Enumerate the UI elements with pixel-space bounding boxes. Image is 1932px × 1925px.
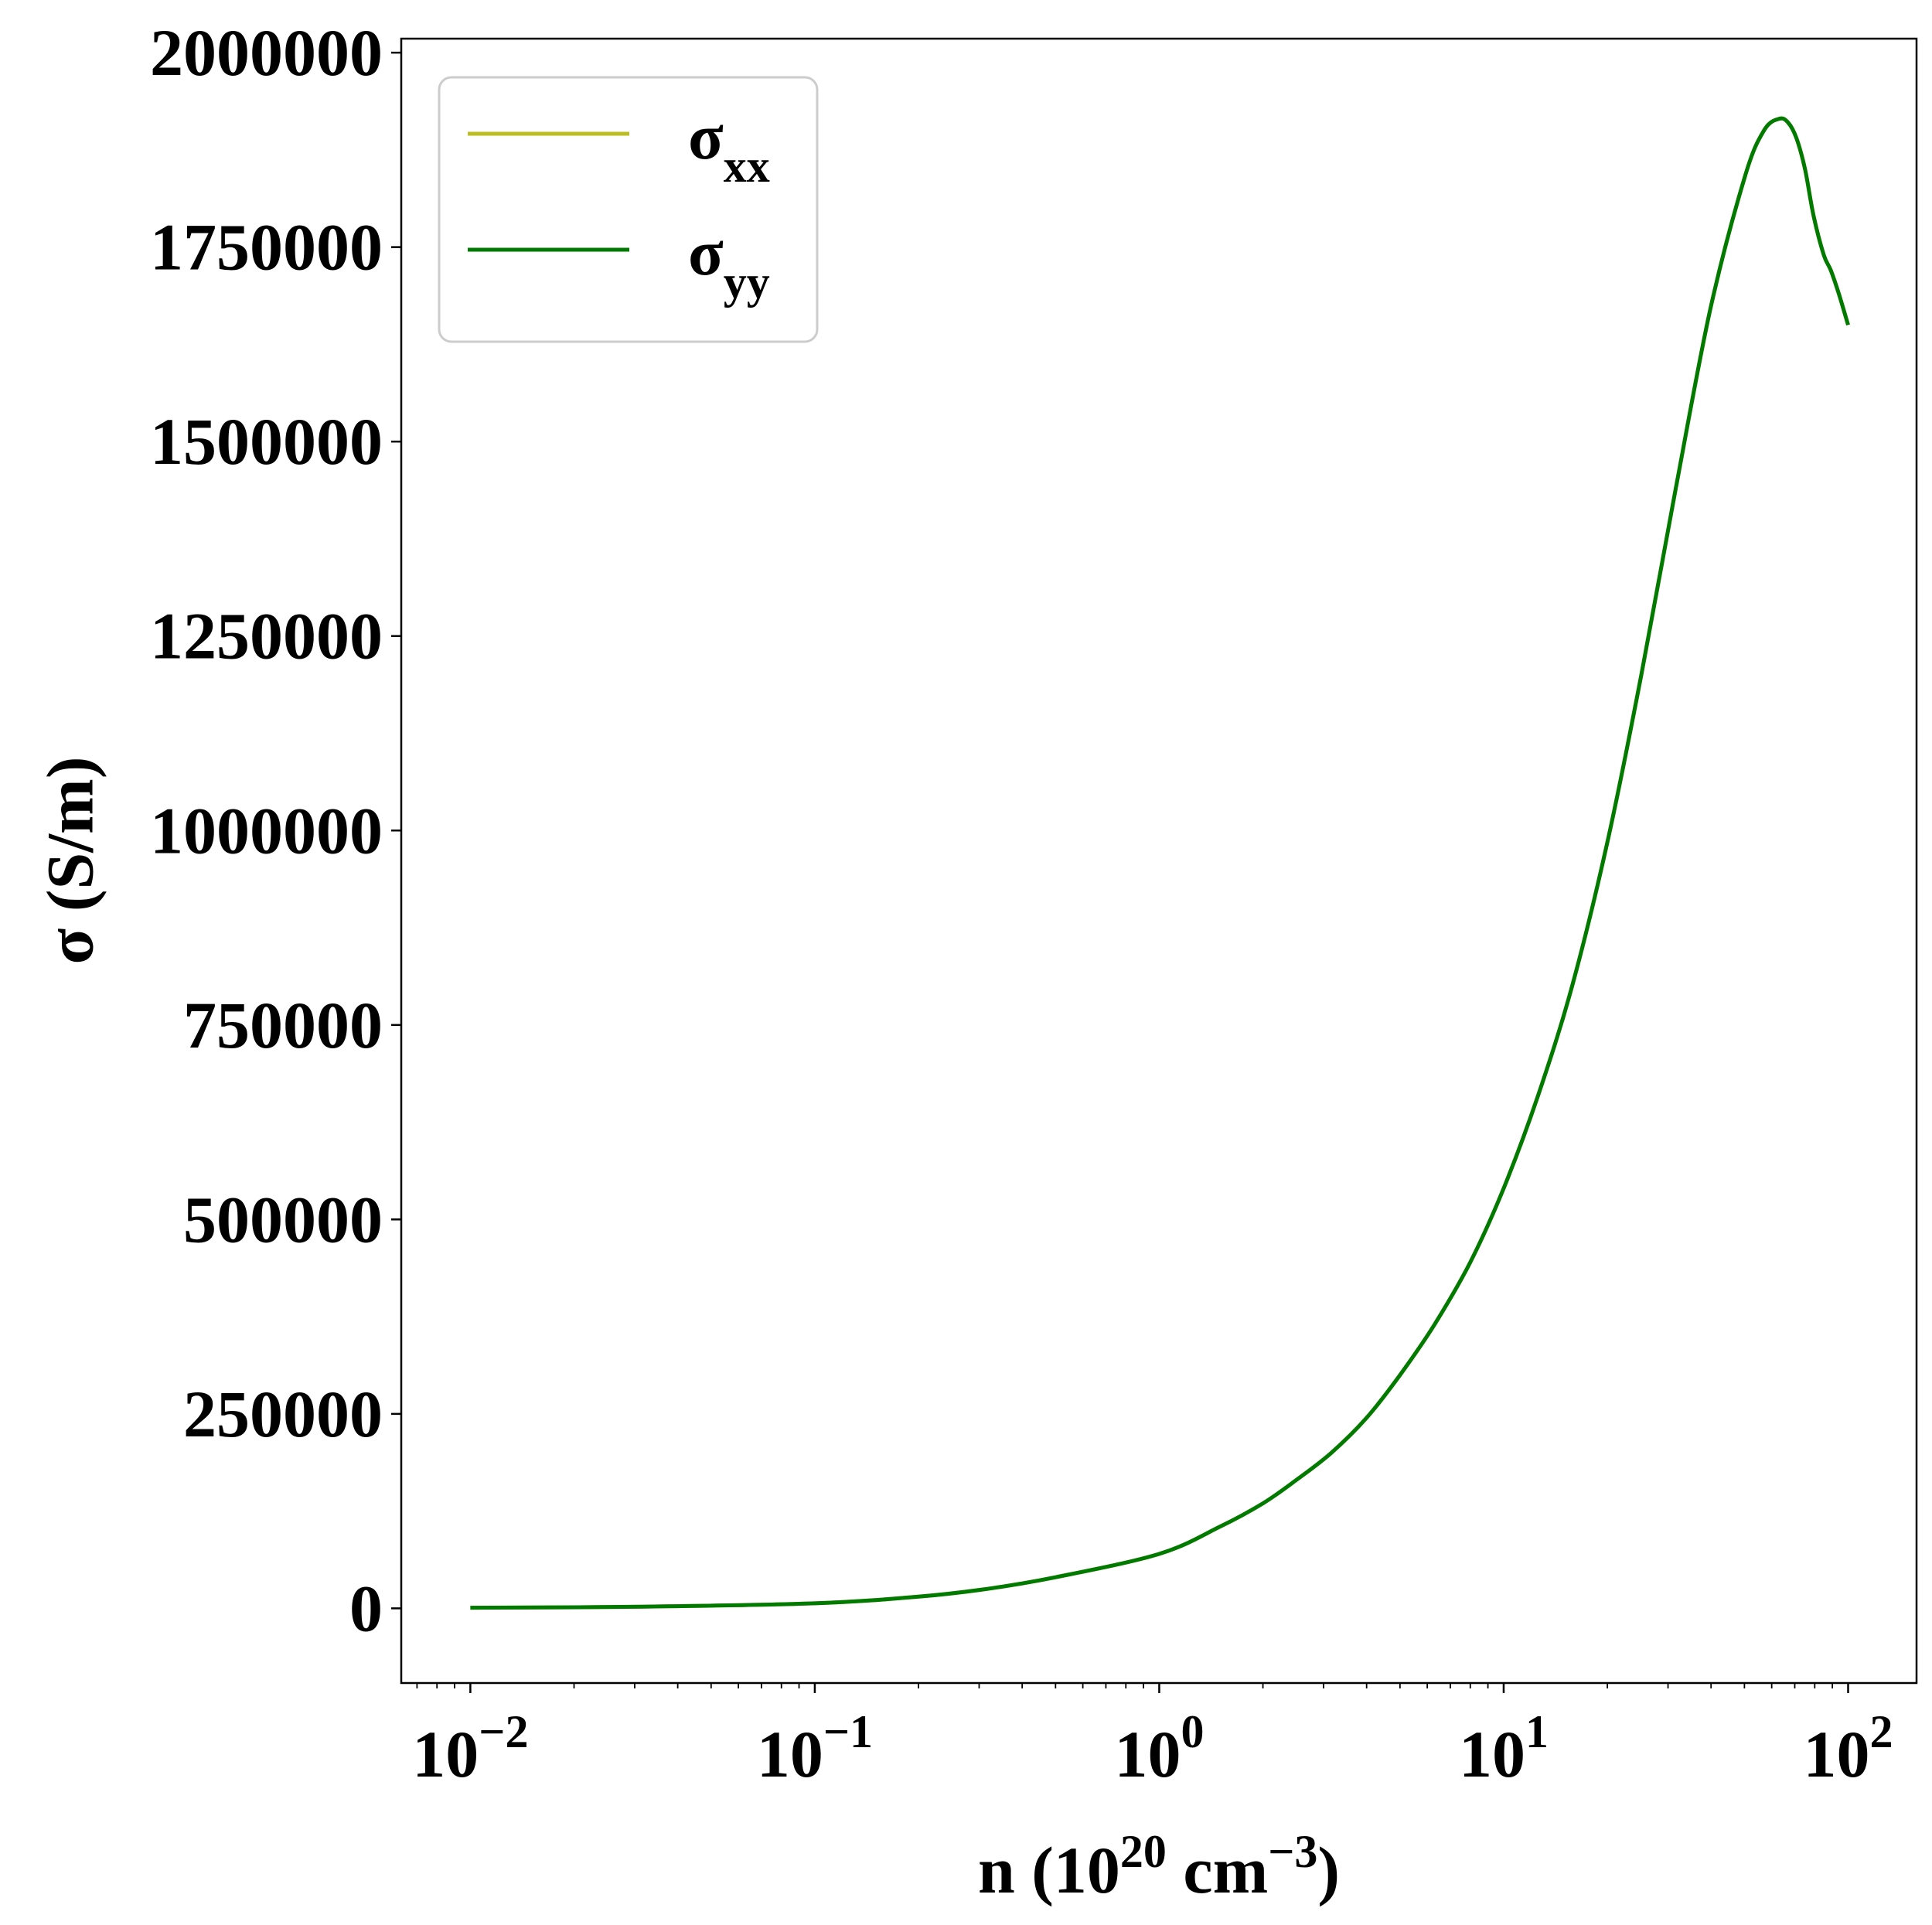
y-tick-label: 750000 xyxy=(183,988,383,1062)
legend-label-sigma-xx: σxx xyxy=(688,101,770,192)
y-tick-label: 1750000 xyxy=(150,210,383,284)
x-axis-ticks: 10−2 10−1 100 101 102 xyxy=(412,1683,1893,1791)
legend: σxx σyy xyxy=(438,76,819,343)
legend-frame xyxy=(438,76,819,343)
y-axis-title: σ (S/m) xyxy=(33,757,107,965)
plot-frame xyxy=(400,37,1918,1685)
y-axis-ticks: 0 250000 500000 750000 1000000 1250000 1500000… xyxy=(150,15,401,1645)
y-tick-label: 1500000 xyxy=(150,404,383,479)
y-tick-label: 1000000 xyxy=(150,793,383,867)
x-axis-title: n (1020 cm−3) xyxy=(978,1826,1340,1907)
y-tick-label: 0 xyxy=(349,1571,383,1645)
x-tick-label: 101 xyxy=(1459,1706,1549,1791)
y-tick-label: 500000 xyxy=(183,1182,383,1256)
x-tick-label: 102 xyxy=(1803,1706,1893,1791)
series-line-sigma-yy xyxy=(470,116,1850,1610)
x-tick-label: 10−1 xyxy=(757,1706,873,1791)
y-tick-label: 1250000 xyxy=(150,599,383,673)
legend-label-sigma-yy: σyy xyxy=(688,217,770,308)
series-layer xyxy=(470,116,1850,1610)
x-tick-label: 10−2 xyxy=(412,1706,528,1791)
y-tick-label: 250000 xyxy=(183,1377,383,1451)
x-tick-label: 100 xyxy=(1114,1706,1204,1791)
y-tick-label: 2000000 xyxy=(150,15,383,90)
